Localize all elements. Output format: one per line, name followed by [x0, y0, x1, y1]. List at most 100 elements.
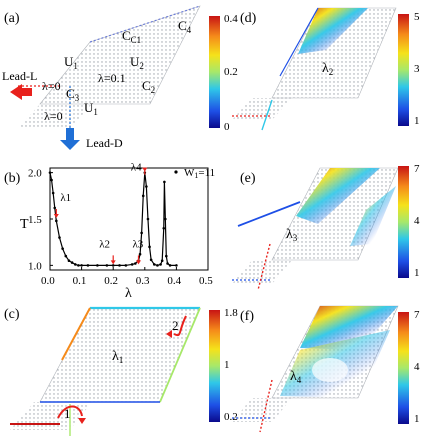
data-point — [164, 217, 167, 221]
center-label-d: λ2 — [322, 61, 333, 77]
colorbar-c-top: 1.8 — [224, 307, 238, 319]
lambda-region-center: λ=0.1 — [98, 71, 126, 85]
marker-arrowhead — [53, 214, 59, 218]
data-point — [53, 206, 57, 210]
data-point — [105, 264, 109, 267]
arrow-head-1 — [78, 418, 86, 424]
data-point — [61, 247, 64, 250]
data-point — [67, 259, 71, 263]
data-point — [141, 194, 145, 198]
colorbar-e-bottom: 1 — [414, 267, 420, 279]
data-point — [73, 263, 77, 266]
data-point — [162, 226, 166, 230]
center-label-c: λ1 — [112, 349, 123, 365]
lattice-a-lower — [18, 104, 92, 128]
x-tick-label: 0.3 — [136, 275, 150, 287]
lambda-region-left: λ=0 — [42, 79, 61, 93]
x-tick-label: 0.4 — [167, 275, 181, 287]
arrow-lead-down — [60, 128, 80, 150]
colorbar-d-top: 5 — [414, 11, 420, 23]
lattice-f-lower — [232, 398, 292, 422]
colorbar-f-mid: 4 — [414, 361, 420, 373]
data-point — [96, 264, 99, 267]
marker-arrowhead — [142, 167, 148, 172]
data-point — [48, 171, 52, 174]
data-point — [138, 252, 142, 256]
colorbar-e-mid: 4 — [414, 215, 420, 227]
center-label-e: λ3 — [286, 227, 298, 243]
data-point — [55, 219, 58, 223]
arrow-label-2: 2 — [172, 318, 179, 333]
data-point — [159, 263, 162, 266]
edge-c-left — [61, 307, 91, 361]
data-point — [86, 264, 90, 267]
data-point — [148, 245, 151, 249]
legend-label: W1=11 — [184, 167, 215, 180]
lead-left-label: Lead-L — [2, 69, 37, 83]
colorbar-a — [209, 16, 220, 128]
x-axis-label: λ — [125, 286, 132, 301]
data-point — [175, 264, 178, 267]
arrow-label-1: 1 — [64, 406, 71, 421]
arrow-head-2 — [166, 330, 172, 338]
data-point — [156, 264, 159, 267]
lambda-markers: λ1 λ2 λ3 λ4 — [53, 162, 148, 265]
x-tick-label: 0.2 — [104, 275, 118, 287]
colorbar-a-mid: 0.2 — [224, 66, 238, 78]
legend-marker — [174, 170, 178, 174]
data-point — [160, 259, 164, 263]
marker-arrowhead — [110, 260, 116, 265]
edge-d-left — [279, 7, 319, 77]
data-point — [124, 264, 128, 267]
center-label-f: λ4 — [290, 369, 302, 385]
panel-label-d: (d) — [240, 11, 257, 26]
lattice-d-main — [271, 7, 397, 99]
colorbar-d — [398, 14, 409, 126]
data-point — [64, 254, 68, 258]
marker-label: λ3 — [132, 238, 143, 250]
vortex-f — [312, 358, 348, 382]
x-tick-label: 0.5 — [199, 275, 213, 287]
current-d-hotspot — [298, 8, 368, 54]
colorbar-a-bottom: 0 — [224, 121, 230, 133]
colorbar-f — [398, 312, 409, 424]
axis-ticks: 0.0 0.1 0.2 0.3 0.4 0.5 1.0 1.5 2.0 — [28, 168, 213, 287]
panel-a: (a) CC1 C4 U1 U2 λ=0.1 λ=0 C2 C3 λ=0 U1 … — [2, 5, 238, 150]
data-point — [146, 217, 150, 221]
data-point — [149, 258, 153, 262]
colorbar-e-top: 7 — [414, 163, 420, 175]
lambda-region-bottom: λ=0 — [44, 109, 63, 123]
data-point — [58, 236, 61, 239]
lead-down-label: Lead-D — [86, 136, 123, 150]
y-tick-label: 1.5 — [28, 214, 42, 226]
x-tick-label: 0.0 — [41, 275, 55, 287]
colorbar-e — [398, 166, 409, 278]
y-tick-label: 1.0 — [28, 260, 42, 272]
x-tick-label: 0.1 — [73, 275, 87, 287]
colorbar-f-bottom: 1 — [414, 413, 420, 425]
marker-label: λ1 — [60, 192, 71, 204]
y-axis-label: T — [20, 217, 29, 232]
data-point — [111, 264, 115, 267]
lattice-c-lower — [10, 402, 92, 430]
marker-label: λ2 — [99, 238, 110, 250]
colorbar-d-bottom: 1 — [414, 115, 420, 127]
plot-frame — [49, 167, 209, 271]
colorbar-c — [209, 310, 220, 422]
data-point — [80, 264, 83, 267]
panel-label-a: (a) — [4, 11, 20, 26]
legend: W1=11 — [174, 167, 215, 180]
panel-label-b: (b) — [4, 171, 21, 186]
lattice-a-edge — [89, 5, 201, 43]
panel-c: (c) 1 2 λ1 1.8 1 0.2 — [4, 306, 238, 436]
arrow-lead-left — [10, 84, 32, 100]
colorbar-c-mid: 1 — [224, 359, 230, 371]
edge-e-left — [237, 201, 301, 227]
data-point — [152, 263, 156, 266]
data-point — [168, 264, 172, 267]
data-point — [130, 263, 134, 266]
colorbar-f-top: 7 — [414, 309, 420, 321]
data-point — [145, 185, 148, 188]
series-line — [49, 172, 177, 266]
